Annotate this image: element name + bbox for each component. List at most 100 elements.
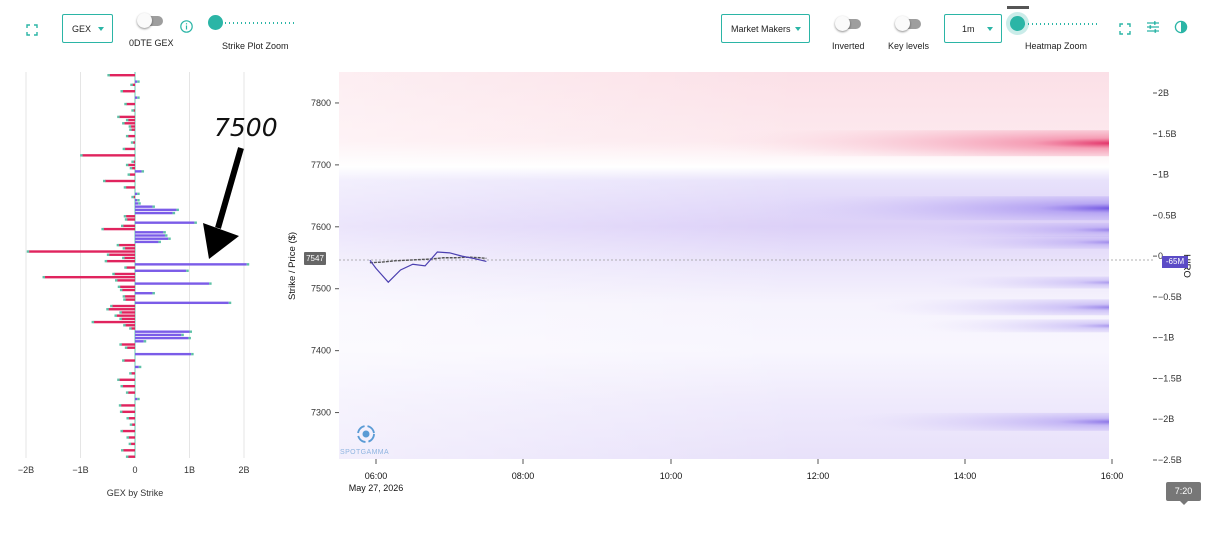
gex-bar [135,202,139,205]
gex-bar-cap [137,199,140,202]
gex-bar [124,359,135,362]
gex-bar-cap [106,253,110,256]
odte-gex-toggle[interactable] [137,13,163,28]
expand-icon[interactable] [1119,22,1131,35]
heatmap-y-tick-label: 7600 [311,222,331,232]
gex-bar-cap [110,304,113,308]
gex-bar-cap [126,417,129,420]
heatmap-y-tick-label: 7300 [311,408,331,418]
annotation-label: 7500 [214,113,278,142]
gex-bar-cap [124,218,128,221]
gex-bar-cap [122,147,126,151]
gex-bar-cap [42,275,46,279]
gex-bar [130,442,135,446]
gex-bar-cap [117,115,120,119]
gex-bar-cap [119,311,122,314]
hiro-tick-label: −1.5B [1158,373,1182,383]
time-tooltip-value: 7:20 [1174,486,1193,496]
gex-bar [131,372,135,375]
gex-bar [135,240,159,244]
gex-bar-cap [189,330,192,333]
heatmap-plot[interactable]: SPOTGAMMA [339,72,1153,459]
key-levels-toggle[interactable] [895,16,921,31]
gex-bar-cap [123,298,126,301]
gex-bar-cap [91,320,95,324]
heatmap-axes: 7800 7700 7600 7500 7400 7300 06:00 08:00 10:00… [287,88,1192,493]
gex-bar [82,154,135,157]
gex-bar-cap [104,259,108,263]
gex-bar-cap [168,237,171,240]
gex-bar [135,170,142,173]
gex-bar [127,455,135,458]
gex-bar [135,237,169,240]
strike-plot-zoom-label: Strike Plot Zoom [222,41,289,51]
gex-bar-cap [26,250,30,253]
gex-bar-cap [129,166,133,170]
gex-bar [135,208,177,212]
strike-plot-zoom-slider[interactable] [207,14,295,32]
gex-bar [135,330,190,333]
heatmap-zoom-slider[interactable] [1007,6,1098,36]
hiro-tick-label: 1B [1158,170,1169,180]
contrast-icon[interactable] [1174,20,1188,34]
heatmap-x-tick-label: 14:00 [954,471,977,481]
heatmap-strike-band [704,130,1114,157]
gex-bar-cap [137,397,140,401]
slider-thumb[interactable] [208,15,223,30]
market-select-value: Market Makers [731,23,791,34]
hiro-tick-label: 2B [1158,88,1169,98]
gex-bar-cap [124,266,127,269]
gex-bar-cap [129,423,133,426]
gex-bar [135,336,189,340]
gex-bar [116,314,135,317]
gex-bar-cap [123,215,127,218]
current-price-value: 7547 [306,254,324,263]
sliders-icon[interactable] [1146,20,1160,34]
gex-bar [132,83,135,87]
gex-bar-cap [194,221,197,224]
gex-bar-cap [117,285,121,289]
info-icon[interactable] [180,20,193,33]
gex-bar [121,343,135,346]
gex-bar [129,173,135,176]
gex-bar-cap [121,224,124,228]
gex-bar-cap [123,186,127,189]
gex-bar-cap [120,90,123,93]
gex-bar [131,423,135,426]
gex-bar-cap [127,173,131,176]
gex-bar-cap [176,208,179,212]
gex-bar [124,256,135,260]
gex-bar-cap [119,288,123,292]
gex-select[interactable]: GEX [62,14,113,43]
heatmap-zoom-label: Heatmap Zoom [1025,41,1088,51]
gex-bar [135,263,247,266]
slider-thumb[interactable] [1010,16,1025,31]
gex-bar [108,308,135,311]
expand-icon[interactable] [26,23,38,36]
gex-bar-cap [129,128,132,131]
gex-bar [120,404,135,407]
gex-select-value: GEX [72,23,92,34]
interval-select[interactable]: 1m [944,14,1002,43]
gex-bar [135,301,229,305]
gex-bar-cap [115,279,118,282]
gex-bar [133,195,135,199]
gex-bar [108,253,135,256]
inverted-toggle[interactable] [835,16,861,31]
hiro-tick-label: −1B [1158,333,1174,343]
market-makers-select[interactable]: Market Makers [721,14,810,43]
gex-bar-cap [137,96,140,99]
gex-bar [103,227,135,231]
heatmap-y-tick-label: 7800 [311,98,331,108]
gex-bar [135,282,210,285]
gex-bar-cap [138,202,141,205]
hiro-tick-label: −0.5B [1158,292,1182,302]
slider-tooltip-marker [1007,6,1029,9]
spotgamma-wordmark: SPOTGAMMA [340,449,390,456]
gex-bar [135,333,182,337]
gex-bar-cap [228,301,232,305]
gex-bar-cap [128,442,132,446]
gex-bar [124,295,135,298]
heatmap-y-axis-title: Strike / Price ($) [287,232,298,300]
gex-by-strike-chart: −2B −1B 0 1B 2B GEX by Strike [18,72,250,498]
